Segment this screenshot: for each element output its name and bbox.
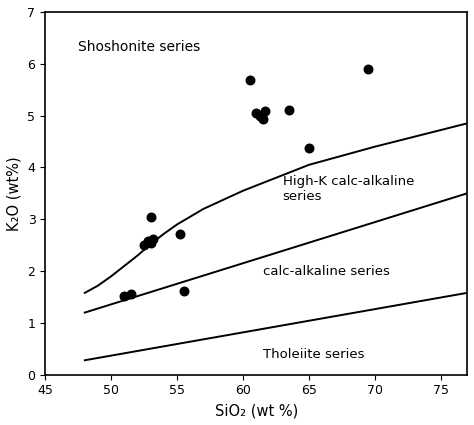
Point (149, 235, 157, 242)
Point (180, 287, 187, 294)
Point (365, 65, 372, 72)
Y-axis label: K₂O (wt%): K₂O (wt%) (7, 156, 22, 231)
Point (252, 110, 260, 116)
Point (262, 108, 269, 115)
Point (176, 230, 183, 237)
Point (285, 107, 293, 114)
Point (140, 242, 148, 249)
Point (127, 291, 135, 298)
Text: Tholeiite series: Tholeiite series (263, 348, 364, 361)
Point (246, 77, 253, 84)
Text: Shoshonite series: Shoshonite series (78, 40, 201, 54)
Point (259, 116, 266, 123)
X-axis label: SiO₂ (wt %): SiO₂ (wt %) (215, 403, 298, 418)
Text: calc-alkaline series: calc-alkaline series (263, 265, 390, 278)
Point (147, 213, 155, 220)
Point (144, 238, 152, 244)
Text: High-K calc-alkaline
series: High-K calc-alkaline series (283, 175, 414, 203)
Point (147, 239, 155, 246)
Point (305, 144, 313, 151)
Point (256, 112, 264, 119)
Point (120, 292, 128, 299)
